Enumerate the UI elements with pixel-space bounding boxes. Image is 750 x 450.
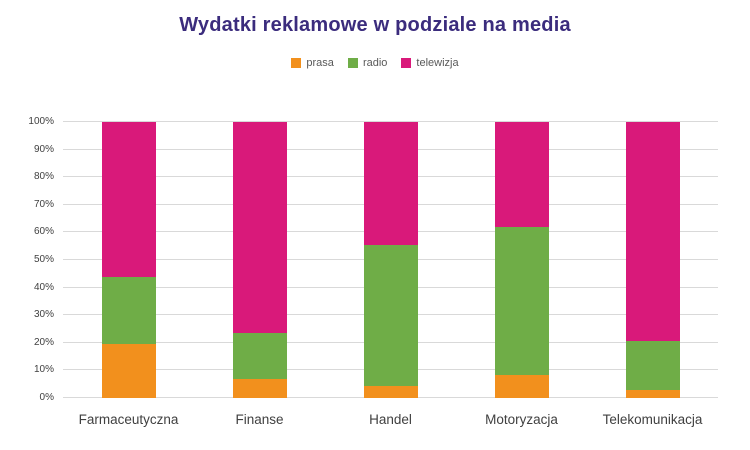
plot-area (63, 121, 718, 398)
legend-swatch-telewizja-icon (401, 58, 412, 68)
category-label: Handel (369, 412, 412, 427)
bar-segment-prasa (363, 385, 418, 398)
legend-swatch-radio-icon (347, 58, 358, 68)
bar-segment-radio (625, 341, 680, 390)
bar-slot-finanse (194, 122, 325, 398)
bar-segment-prasa (101, 344, 156, 398)
y-tick-label: 20% (33, 336, 54, 348)
bar-segment-radio (363, 244, 418, 386)
bar-segment-telewizja (363, 122, 418, 245)
bar-slot-telekomunikacja (587, 122, 718, 398)
bar-slot-motoryzacja (456, 122, 587, 398)
bar-segment-prasa (625, 389, 680, 398)
chart-title: Wydatki reklamowe w podziale na media (179, 14, 571, 36)
bar-column (232, 122, 287, 398)
y-tick-label: 10% (33, 364, 54, 376)
bar-column (625, 122, 680, 398)
bar-segment-telewizja (101, 122, 156, 277)
y-tick-label: 90% (33, 143, 54, 155)
bar-segment-radio (494, 226, 549, 375)
chart-legend: prasa radio telewizja (0, 57, 750, 69)
bar-column (363, 122, 418, 398)
bar-column (101, 122, 156, 398)
category-label: Finanse (235, 412, 284, 427)
x-axis-labels: Farmaceutyczna Finanse Handel Motoryzacja Te… (63, 412, 718, 427)
legend-item-radio: radio (347, 57, 388, 69)
y-tick-label: 40% (33, 281, 54, 293)
category-label: Motoryzacja (485, 412, 558, 427)
bar-segment-radio (101, 276, 156, 345)
bar-column (494, 122, 549, 398)
legend-label: radio (362, 57, 388, 69)
bar-segment-telewizja (625, 122, 680, 342)
category-label: Farmaceutyczna (78, 412, 179, 427)
bar-segment-radio (232, 333, 287, 379)
y-tick-label: 100% (28, 116, 54, 127)
legend-label: telewizja (416, 57, 459, 69)
bar-slot-farmaceutyczna (63, 122, 194, 398)
bar-series (63, 122, 718, 398)
y-tick-label: 80% (33, 171, 54, 183)
bar-slot-handel (325, 122, 456, 398)
y-tick-label: 60% (33, 226, 54, 238)
y-tick-label: 0% (39, 392, 54, 403)
legend-label: prasa (306, 57, 334, 69)
bar-segment-telewizja (494, 122, 549, 227)
legend-swatch-prasa-icon (291, 58, 302, 68)
bar-segment-telewizja (232, 122, 287, 334)
category-label: Telekomunikacja (602, 412, 703, 427)
legend-item-telewizja: telewizja (401, 57, 459, 69)
gridline (63, 121, 718, 122)
legend-item-prasa: prasa (291, 57, 334, 69)
y-tick-label: 70% (33, 198, 54, 210)
y-tick-label: 50% (33, 254, 54, 265)
bar-segment-prasa (494, 374, 549, 398)
bar-segment-prasa (232, 378, 287, 398)
y-tick-label: 30% (33, 309, 54, 321)
